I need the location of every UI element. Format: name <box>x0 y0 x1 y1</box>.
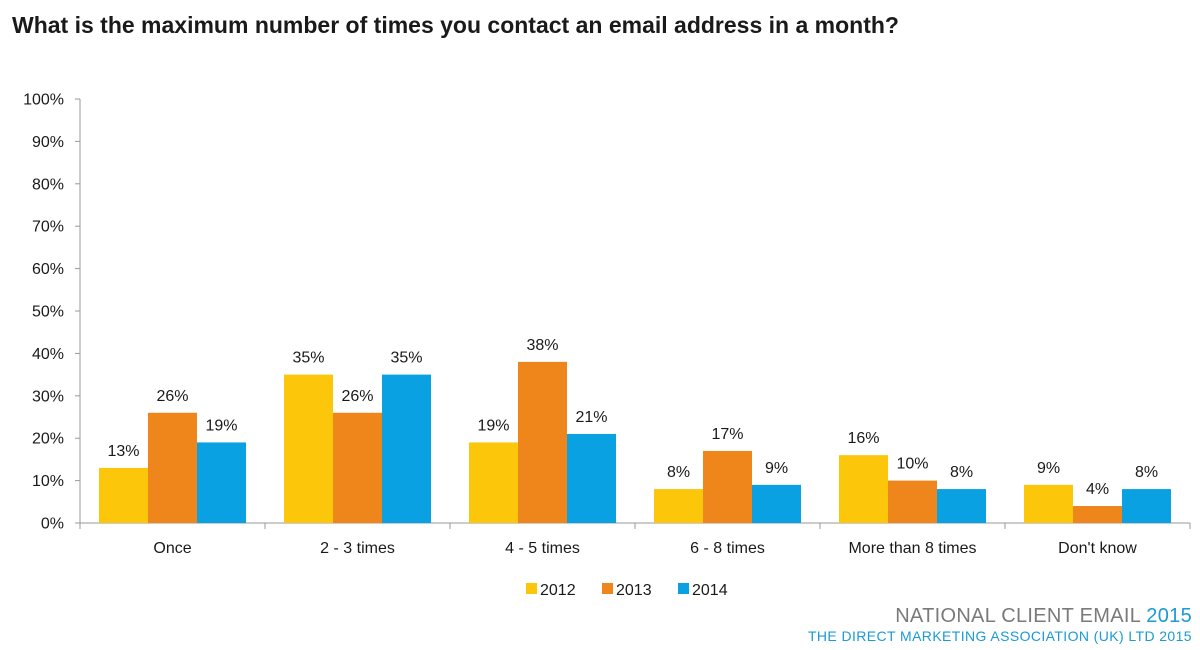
data-label: 8% <box>1135 464 1158 481</box>
bar-2012 <box>284 374 333 523</box>
bar-2013 <box>148 412 197 523</box>
bar-2013 <box>703 450 752 523</box>
bar-2014 <box>567 433 616 523</box>
data-label: 35% <box>390 350 422 367</box>
footer-brand: NATIONAL CLIENT EMAIL 2015 <box>895 605 1192 628</box>
bar-2013 <box>333 412 382 523</box>
y-tick-label: 0% <box>41 516 64 533</box>
y-tick-label: 80% <box>32 176 64 193</box>
data-label: 21% <box>575 409 607 426</box>
bar-2013 <box>1073 506 1122 523</box>
y-tick-label: 10% <box>32 473 64 490</box>
bar-2014 <box>197 442 246 523</box>
data-label: 38% <box>526 337 558 354</box>
category-label: 4 - 5 times <box>505 540 580 557</box>
y-tick-label: 20% <box>32 431 64 448</box>
legend-label: 2013 <box>616 582 652 599</box>
y-tick-label: 70% <box>32 219 64 236</box>
data-label: 9% <box>765 460 788 477</box>
footer-copyright: THE DIRECT MARKETING ASSOCIATION (UK) LT… <box>807 628 1192 644</box>
bar-2014 <box>382 374 431 523</box>
category-label: Don't know <box>1058 540 1137 557</box>
bar-2012 <box>839 455 888 523</box>
data-label: 16% <box>847 430 879 447</box>
legend-swatch <box>602 583 613 594</box>
footer-brand-text: NATIONAL CLIENT EMAIL <box>895 605 1141 627</box>
data-label: 19% <box>477 417 509 434</box>
category-label: 6 - 8 times <box>690 540 765 557</box>
bar-2012 <box>1024 484 1073 523</box>
category-label: Once <box>153 540 191 557</box>
legend-swatch <box>678 583 689 594</box>
data-label: 8% <box>667 464 690 481</box>
legend-label: 2012 <box>540 582 576 599</box>
bar-2014 <box>1122 489 1171 523</box>
chart-title: What is the maximum number of times you … <box>12 12 899 38</box>
data-label: 8% <box>950 464 973 481</box>
legend-label: 2014 <box>692 582 728 599</box>
y-tick-label: 30% <box>32 388 64 405</box>
y-tick-label: 90% <box>32 134 64 151</box>
y-tick-label: 100% <box>23 92 64 109</box>
bar-2013 <box>518 361 567 523</box>
category-label: 2 - 3 times <box>320 540 395 557</box>
bar-2013 <box>888 480 937 523</box>
data-label: 35% <box>292 350 324 367</box>
bar-2012 <box>469 442 518 523</box>
data-label: 4% <box>1086 481 1109 498</box>
y-tick-label: 60% <box>32 261 64 278</box>
data-label: 9% <box>1037 460 1060 477</box>
data-label: 10% <box>896 456 928 473</box>
data-label: 19% <box>205 417 237 434</box>
bar-2014 <box>937 489 986 523</box>
footer-brand-year: 2015 <box>1146 605 1192 627</box>
data-label: 17% <box>711 426 743 443</box>
y-tick-label: 40% <box>32 346 64 363</box>
category-label: More than 8 times <box>848 540 976 557</box>
data-label: 13% <box>107 443 139 460</box>
y-tick-label: 50% <box>32 304 64 321</box>
bar-2012 <box>99 467 148 523</box>
data-label: 26% <box>341 388 373 405</box>
data-label: 26% <box>156 388 188 405</box>
bar-2012 <box>654 489 703 523</box>
legend-swatch <box>526 583 537 594</box>
bar-2014 <box>752 484 801 523</box>
